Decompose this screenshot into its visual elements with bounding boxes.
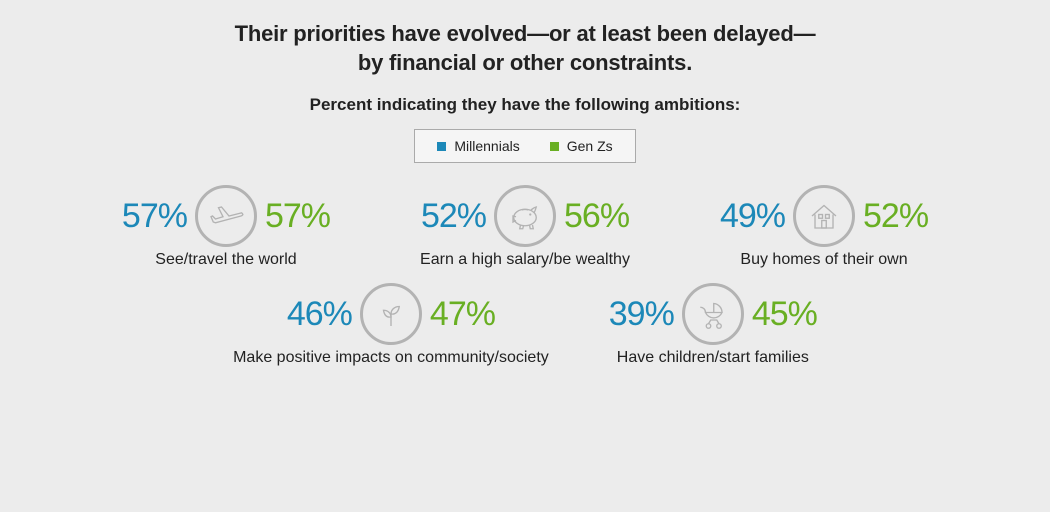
piggy-icon (494, 185, 556, 247)
stat-row-1: 57% 57% See/travel the world 52% 56% Ear… (0, 185, 1050, 269)
stat-travel-millennials: 57% (122, 197, 187, 236)
legend-label-millennials: Millennials (454, 138, 519, 154)
legend-item-millennials: Millennials (437, 138, 519, 154)
title-line-1: Their priorities have evolved—or at leas… (235, 21, 816, 46)
stat-wealth-label: Earn a high salary/be wealthy (420, 251, 630, 269)
stat-home-genz: 52% (863, 197, 928, 236)
swatch-millennials (437, 142, 446, 151)
stat-wealth-millennials: 52% (421, 197, 486, 236)
stat-family-genz: 45% (752, 295, 817, 334)
stat-community-genz: 47% (430, 295, 495, 334)
stat-home-label: Buy homes of their own (740, 251, 907, 269)
stat-wealth-genz: 56% (564, 197, 629, 236)
stat-row-2: 46% 47% Make positive impacts on communi… (0, 283, 1050, 367)
plane-icon (195, 185, 257, 247)
subtitle: Percent indicating they have the followi… (0, 95, 1050, 115)
stat-travel: 57% 57% See/travel the world (122, 185, 330, 269)
infographic-container: Their priorities have evolved—or at leas… (0, 0, 1050, 512)
page-title: Their priorities have evolved—or at leas… (0, 20, 1050, 77)
stat-wealth: 52% 56% Earn a high salary/be wealthy (420, 185, 630, 269)
swatch-genz (550, 142, 559, 151)
stroller-icon (682, 283, 744, 345)
stat-travel-genz: 57% (265, 197, 330, 236)
title-line-2: by financial or other constraints. (358, 50, 692, 75)
sprout-icon (360, 283, 422, 345)
stat-family-label: Have children/start families (617, 349, 809, 367)
stat-community-millennials: 46% (287, 295, 352, 334)
stat-travel-label: See/travel the world (155, 251, 296, 269)
stat-home: 49% 52% Buy homes of their own (720, 185, 928, 269)
stat-community: 46% 47% Make positive impacts on communi… (233, 283, 549, 367)
house-icon (793, 185, 855, 247)
legend-label-genz: Gen Zs (567, 138, 613, 154)
legend-item-genz: Gen Zs (550, 138, 613, 154)
stat-family: 39% 45% Have children/start families (609, 283, 817, 367)
legend: Millennials Gen Zs (414, 129, 635, 163)
stat-family-millennials: 39% (609, 295, 674, 334)
stat-home-millennials: 49% (720, 197, 785, 236)
stat-community-label: Make positive impacts on community/socie… (233, 349, 549, 367)
